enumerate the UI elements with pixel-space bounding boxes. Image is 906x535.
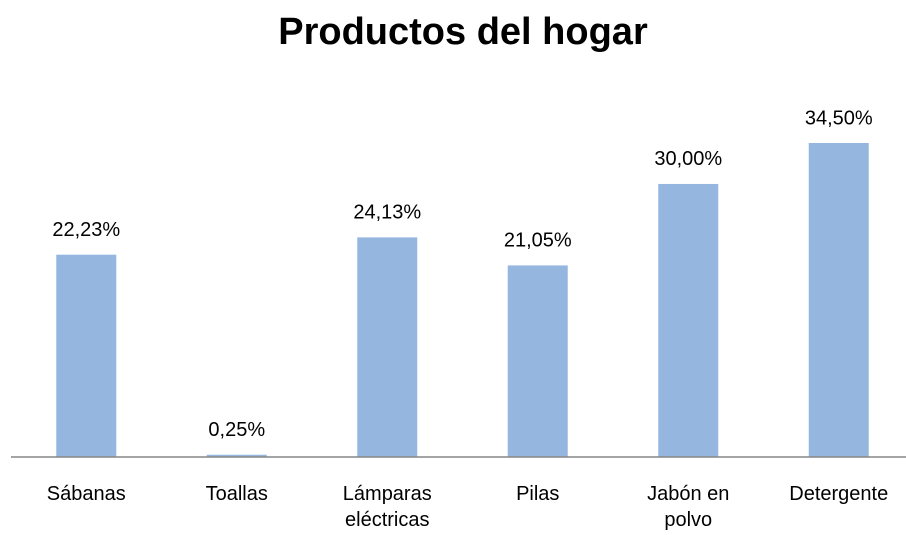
bar <box>56 254 117 457</box>
chart-title: Productos del hogar <box>278 11 648 53</box>
x-tick-label: Pilas <box>516 483 560 505</box>
x-tick-label: Jabón en polvo <box>647 483 730 531</box>
x-tick-label: Sábanas <box>46 483 126 505</box>
data-label: 34,50% <box>805 107 873 129</box>
bar <box>206 454 267 457</box>
bar <box>507 265 568 457</box>
bar <box>357 237 418 457</box>
data-label: 21,05% <box>504 230 572 252</box>
data-label: 24,13% <box>353 202 421 224</box>
bar <box>658 183 719 457</box>
data-label: 22,23% <box>52 219 120 241</box>
x-tick-label: Toallas <box>205 483 268 505</box>
x-tick-label: Lámparas eléctricas <box>342 483 432 531</box>
bar <box>808 143 869 457</box>
data-label: 30,00% <box>654 148 722 170</box>
data-label: 0,25% <box>208 419 265 441</box>
x-tick-label: Detergente <box>789 483 889 505</box>
